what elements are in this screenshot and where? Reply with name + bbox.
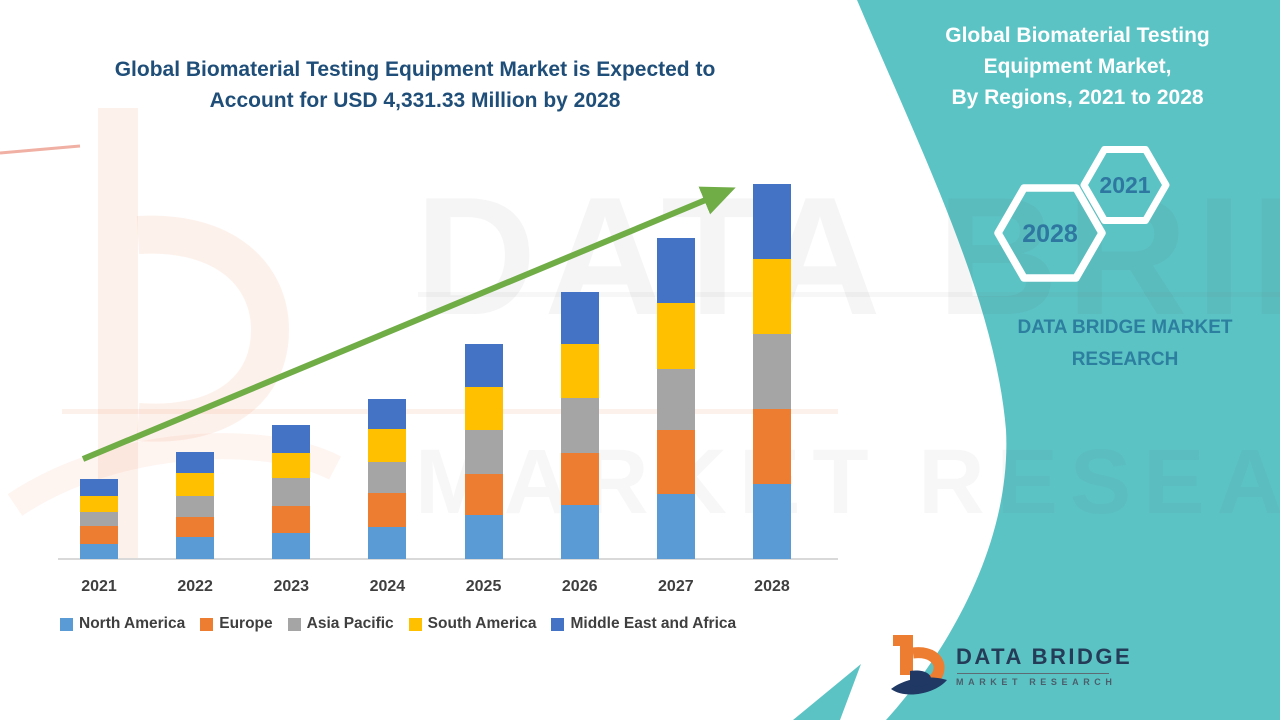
bar-segment-europe: [560, 453, 599, 505]
chart-legend: North America Europe Asia Pacific South Ame…: [60, 615, 751, 633]
bar-segment-south-america: [656, 303, 695, 369]
bar-segment-asia-pacific: [656, 368, 695, 430]
hexagon-2028-icon: [994, 184, 1106, 282]
panel-brand-line2: RESEARCH: [1071, 349, 1179, 370]
bar-segment-south-america: [560, 344, 599, 399]
bar-segment-asia-pacific: [176, 495, 215, 517]
x-axis-label-2022: 2022: [177, 578, 213, 595]
bar-segment-north-america: [752, 483, 791, 559]
bar-segment-south-america: [464, 386, 503, 430]
bar-segment-europe: [752, 408, 791, 484]
legend-label: Europe: [219, 615, 273, 632]
chart-title: Global Biomaterial Testing Equipment Mar…: [30, 54, 800, 116]
panel-shape: [857, 0, 1280, 720]
panel-brand-text: DATA BRIDGE MARKET RESEARCH: [980, 312, 1270, 376]
legend-item-europe: Europe: [200, 615, 273, 633]
panel-title-line1: Global Biomaterial Testing: [945, 24, 1210, 47]
x-axis-label-2021: 2021: [81, 578, 117, 595]
x-axis-label-2025: 2025: [465, 578, 502, 595]
logo-name: DATA BRIDGE: [956, 643, 1133, 669]
bar-segment-europe: [464, 473, 503, 515]
legend-swatch-icon: [408, 617, 422, 631]
hexagon-2021-label: 2021: [1099, 172, 1150, 198]
bar-segment-south-america: [176, 473, 215, 496]
bar-segment-north-america: [656, 493, 695, 559]
bar-segment-south-america: [80, 496, 118, 512]
panel-title-line3: By Regions, 2021 to 2028: [951, 86, 1204, 109]
bar-segment-europe: [656, 429, 695, 494]
bar-segment-asia-pacific: [560, 398, 599, 454]
watermark-text-market-research: MARKET RESEARCH: [415, 430, 1280, 535]
bar-segment-south-america: [752, 258, 791, 334]
hexagon-2028-label: 2028: [1022, 220, 1078, 248]
hexagon-2021-icon: [1080, 146, 1170, 224]
logo-b-icon: [891, 635, 947, 695]
legend-label: Middle East and Africa: [570, 615, 737, 632]
bar-segment-middle-east-and-africa: [176, 452, 215, 474]
bar-segment-north-america: [464, 514, 503, 559]
legend-swatch-icon: [551, 617, 565, 631]
legend-swatch-icon: [287, 617, 301, 631]
watermark-red-line: [0, 144, 81, 155]
year-hexagons: 2021 2028: [994, 146, 1170, 282]
watermark-b-bowl: [136, 215, 290, 442]
x-axis-label-2023: 2023: [273, 578, 310, 595]
bar-segment-middle-east-and-africa: [560, 291, 599, 344]
bar-segment-middle-east-and-africa: [272, 424, 311, 454]
legend-swatch-icon: [200, 617, 214, 631]
bar-segment-europe: [272, 505, 311, 534]
watermark-pink-line: [62, 409, 838, 414]
legend-label: North America: [79, 615, 186, 632]
x-axis-label-2027: 2027: [658, 578, 694, 595]
x-axis-label-2024: 2024: [369, 578, 406, 595]
bar-segment-europe: [80, 526, 118, 544]
legend-label: South America: [427, 615, 537, 632]
legend-item-middle-east-and-africa: Middle East and Africa: [551, 615, 736, 633]
bar-segment-north-america: [80, 544, 118, 559]
bar-segment-asia-pacific: [464, 429, 503, 474]
bar-segment-asia-pacific: [272, 477, 311, 506]
legend-swatch-icon: [60, 617, 73, 631]
chart-title-line2: Account for USD 4,331.33 Million by 2028: [209, 89, 621, 112]
logo-divider: [957, 672, 1109, 674]
legend-label: Asia Pacific: [306, 615, 394, 632]
bar-segment-south-america: [368, 429, 407, 463]
panel-brand-line1: DATA BRIDGE MARKET: [1017, 317, 1233, 338]
company-logo: DATA BRIDGE MARKET RESEARCH: [890, 633, 1132, 697]
bar-segment-south-america: [272, 453, 311, 478]
x-axis-label-2026: 2026: [561, 578, 598, 595]
legend-item-asia-pacific: Asia Pacific: [287, 615, 394, 633]
bar-segment-middle-east-and-africa: [464, 343, 503, 387]
legend-item-south-america: South America: [408, 615, 537, 633]
chart-title-line1: Global Biomaterial Testing Equipment Mar…: [114, 58, 716, 81]
bar-segment-asia-pacific: [368, 462, 407, 493]
x-axis-line: [58, 558, 838, 560]
logo-text-block: DATA BRIDGE MARKET RESEARCH: [956, 644, 1132, 687]
bar-segment-asia-pacific: [752, 333, 791, 409]
panel-ribbon-sliver: [793, 664, 861, 720]
watermark-underline: [418, 292, 1280, 297]
bar-segment-north-america: [368, 526, 407, 559]
bar-segment-europe: [176, 516, 215, 537]
bar-segment-middle-east-and-africa: [80, 479, 118, 497]
bar-segment-middle-east-and-africa: [368, 399, 407, 430]
bar-segment-europe: [368, 492, 407, 527]
bar-segment-north-america: [176, 536, 215, 559]
panel-title: Global Biomaterial Testing Equipment Mar…: [905, 20, 1250, 113]
bar-segment-middle-east-and-africa: [656, 237, 695, 304]
x-axis-label-2028: 2028: [754, 578, 790, 595]
legend-item-north-america: North America: [60, 615, 185, 633]
bar-segment-asia-pacific: [80, 511, 118, 526]
bar-segment-middle-east-and-africa: [752, 184, 791, 259]
panel-title-line2: Equipment Market,: [983, 55, 1172, 78]
logo-subtitle: MARKET RESEARCH: [956, 676, 1117, 687]
bar-segment-north-america: [272, 533, 311, 559]
bar-segment-north-america: [560, 504, 599, 559]
